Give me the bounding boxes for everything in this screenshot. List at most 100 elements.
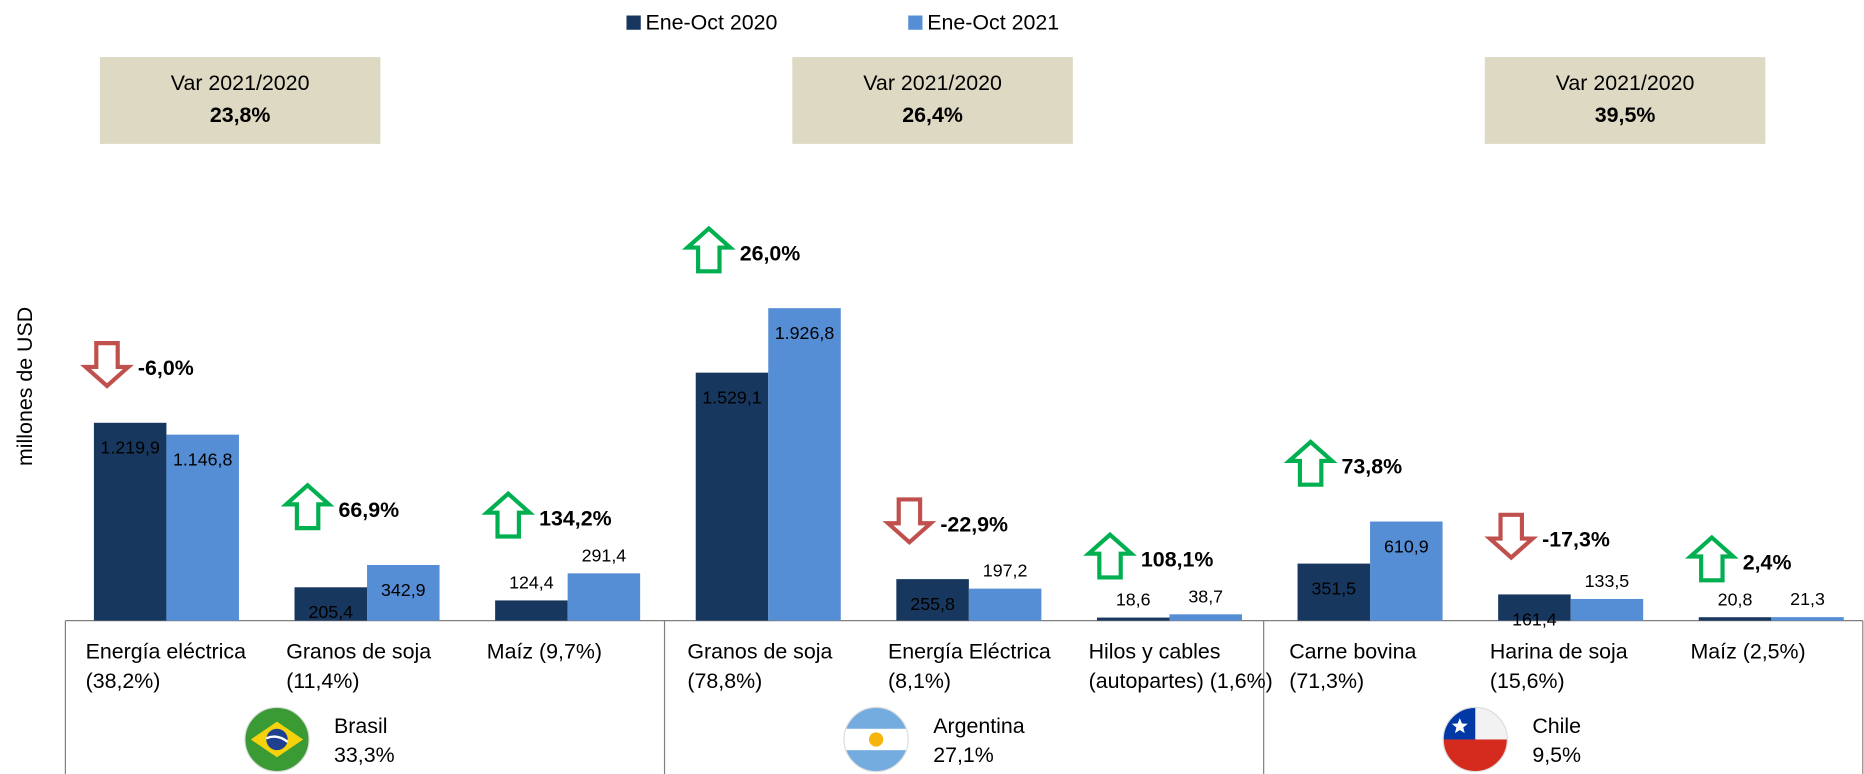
var-title: Var 2021/2020 xyxy=(171,71,310,95)
change-label: -6,0% xyxy=(138,356,194,380)
value-label: 342,9 xyxy=(381,580,426,600)
legend-label: Ene-Oct 2021 xyxy=(927,10,1059,34)
flag xyxy=(1442,706,1508,773)
change-label: 108,1% xyxy=(1141,547,1214,571)
x-tick-label: Hilos y cables xyxy=(1089,639,1221,663)
country-share: 27,1% xyxy=(933,743,994,767)
bar xyxy=(1698,617,1772,621)
x-tick-label: (71,3%) xyxy=(1289,669,1364,693)
bar xyxy=(1570,598,1644,621)
change-arrow xyxy=(882,497,937,546)
legend-swatch xyxy=(908,15,923,30)
x-tick-label: (autopartes) (1,6%) xyxy=(1089,669,1273,693)
bar xyxy=(567,573,641,621)
value-label: 1.219,9 xyxy=(100,438,160,458)
flag xyxy=(244,706,310,773)
bar xyxy=(93,422,167,621)
x-tick-label: (15,6%) xyxy=(1490,669,1565,693)
value-label: 291,4 xyxy=(582,545,627,565)
change-arrow xyxy=(1083,531,1137,580)
var-box xyxy=(99,57,381,144)
change-label: 66,9% xyxy=(339,498,400,522)
bar xyxy=(1297,563,1371,621)
value-label: 255,8 xyxy=(910,594,955,614)
bar xyxy=(1771,617,1844,621)
var-box xyxy=(792,57,1073,144)
value-label: 1.146,8 xyxy=(173,449,233,469)
change-label: 26,0% xyxy=(740,241,801,265)
change-arrow xyxy=(1484,512,1539,561)
var-value: 26,4% xyxy=(902,103,963,127)
value-label: 1.926,8 xyxy=(775,323,835,343)
var-value: 39,5% xyxy=(1595,103,1656,127)
value-label: 161,4 xyxy=(1512,609,1557,629)
x-tick-label: (11,4%) xyxy=(286,669,359,693)
country-share: 33,3% xyxy=(334,743,395,767)
country-name: Chile xyxy=(1532,714,1581,738)
change-arrow xyxy=(1283,439,1338,487)
flag-star xyxy=(1451,718,1468,734)
bar xyxy=(367,564,440,621)
x-tick-label: Energía eléctrica xyxy=(86,639,247,663)
x-tick-label: Carne bovina xyxy=(1289,639,1416,663)
x-tick-label: Granos de soja xyxy=(687,639,832,663)
change-arrow xyxy=(280,482,335,531)
country-name: Argentina xyxy=(933,714,1025,738)
bar xyxy=(1096,617,1170,621)
change-arrow xyxy=(481,490,536,539)
value-label: 18,6 xyxy=(1116,590,1151,610)
flag xyxy=(843,706,909,773)
flag-sun xyxy=(868,732,884,747)
flag-outline xyxy=(244,706,310,773)
flag-red xyxy=(1443,739,1508,772)
flag-outline xyxy=(1442,706,1508,773)
change-label: 2,4% xyxy=(1743,550,1792,574)
flag-bottom xyxy=(844,750,909,772)
x-tick-label: (38,2%) xyxy=(86,669,161,693)
value-label: 1.529,1 xyxy=(702,388,762,408)
value-label: 38,7 xyxy=(1188,586,1223,606)
var-value: 23,8% xyxy=(210,103,271,127)
change-arrow xyxy=(80,341,134,389)
value-label: 610,9 xyxy=(1384,536,1429,556)
bar xyxy=(1370,521,1443,621)
flag-globe xyxy=(266,728,288,751)
x-tick-label: Granos de soja xyxy=(286,639,431,663)
x-tick-label: (8,1%) xyxy=(888,669,951,693)
value-label: 20,8 xyxy=(1718,589,1753,609)
x-tick-label: (78,8%) xyxy=(687,669,762,693)
flag-body xyxy=(844,707,909,772)
change-arrow xyxy=(1684,534,1739,583)
value-label: 351,5 xyxy=(1311,578,1356,598)
bar xyxy=(968,588,1042,621)
bar xyxy=(294,587,368,621)
var-title: Var 2021/2020 xyxy=(1556,71,1695,95)
flag-band xyxy=(265,735,289,743)
bar xyxy=(1169,614,1242,621)
value-label: 21,3 xyxy=(1790,589,1825,609)
y-axis-label: millones de USD xyxy=(13,307,37,466)
value-label: 205,4 xyxy=(308,602,353,622)
x-tick-label: Maíz (9,7%) xyxy=(487,639,602,663)
x-tick-label: Maíz (2,5%) xyxy=(1690,639,1805,663)
legend-swatch xyxy=(626,15,641,30)
country-name: Brasil xyxy=(334,714,387,738)
bar xyxy=(166,434,239,621)
bar xyxy=(695,372,769,621)
bar xyxy=(1498,594,1571,621)
change-arrow xyxy=(681,225,736,274)
bar xyxy=(768,308,841,621)
bar xyxy=(896,579,969,621)
country-share: 9,5% xyxy=(1532,743,1581,767)
var-box xyxy=(1484,57,1766,144)
legend-label: Ene-Oct 2020 xyxy=(646,10,778,34)
flag-outline xyxy=(843,706,909,773)
change-label: -22,9% xyxy=(940,512,1008,536)
var-title: Var 2021/2020 xyxy=(863,71,1002,95)
flag-body xyxy=(244,707,310,772)
x-tick-label: Harina de soja xyxy=(1490,639,1628,663)
flag-top xyxy=(844,707,909,729)
x-tick-label: Energía Eléctrica xyxy=(888,639,1051,663)
change-label: 134,2% xyxy=(539,507,612,531)
change-label: 73,8% xyxy=(1342,455,1403,479)
